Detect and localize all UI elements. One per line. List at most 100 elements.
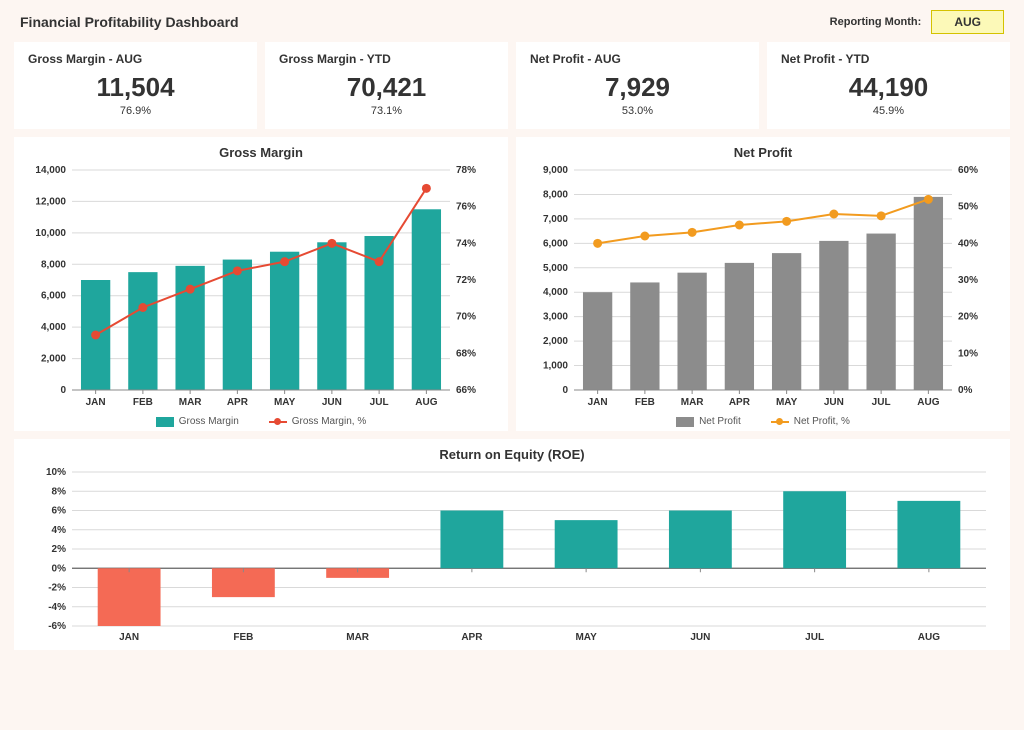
svg-text:MAY: MAY bbox=[776, 397, 798, 408]
legend-line: Net Profit, % bbox=[771, 416, 850, 427]
kpi-title: Gross Margin - AUG bbox=[28, 52, 243, 66]
svg-text:JAN: JAN bbox=[588, 397, 608, 408]
reporting-month-control: Reporting Month: AUG bbox=[830, 10, 1004, 34]
svg-text:10%: 10% bbox=[46, 467, 66, 478]
svg-text:72%: 72% bbox=[456, 275, 476, 286]
svg-text:JUN: JUN bbox=[824, 397, 844, 408]
gross-margin-legend: Gross Margin Gross Margin, % bbox=[24, 416, 498, 427]
charts-row: Gross Margin 0 2,000 4,000 6,000 8,000 10,000… bbox=[0, 137, 1024, 439]
kpi-row: Gross Margin - AUG 11,504 76.9% Gross Ma… bbox=[0, 42, 1024, 137]
svg-text:MAR: MAR bbox=[179, 397, 203, 408]
svg-text:0: 0 bbox=[60, 385, 66, 396]
svg-text:20%: 20% bbox=[958, 312, 978, 323]
svg-text:0%: 0% bbox=[958, 385, 973, 396]
svg-text:10,000: 10,000 bbox=[35, 228, 66, 239]
svg-text:6,000: 6,000 bbox=[543, 238, 568, 249]
svg-text:4,000: 4,000 bbox=[543, 287, 568, 298]
net-profit-svg: 01,0002,0003,0004,0005,0006,0007,0008,00… bbox=[526, 164, 996, 414]
svg-text:50%: 50% bbox=[958, 202, 978, 213]
kpi-pct: 73.1% bbox=[279, 105, 494, 117]
reporting-month-label: Reporting Month: bbox=[830, 16, 922, 28]
svg-text:68%: 68% bbox=[456, 348, 476, 359]
svg-text:AUG: AUG bbox=[415, 397, 437, 408]
legend-bar-label: Net Profit bbox=[699, 416, 741, 427]
chart-title: Return on Equity (ROE) bbox=[28, 447, 996, 462]
kpi-pct: 76.9% bbox=[28, 105, 243, 117]
kpi-title: Gross Margin - YTD bbox=[279, 52, 494, 66]
svg-text:3,000: 3,000 bbox=[543, 312, 568, 323]
legend-bar: Net Profit bbox=[676, 416, 741, 427]
svg-text:0: 0 bbox=[562, 385, 568, 396]
svg-text:2,000: 2,000 bbox=[41, 354, 66, 365]
svg-text:-6%: -6% bbox=[48, 621, 66, 632]
svg-text:1,000: 1,000 bbox=[543, 361, 568, 372]
svg-text:70%: 70% bbox=[456, 312, 476, 323]
legend-swatch-bar bbox=[156, 417, 174, 427]
legend-bar-label: Gross Margin bbox=[179, 416, 239, 427]
legend-swatch-line bbox=[771, 421, 789, 423]
svg-text:9,000: 9,000 bbox=[543, 165, 568, 176]
kpi-net-profit-month: Net Profit - AUG 7,929 53.0% bbox=[516, 42, 759, 129]
legend-bar: Gross Margin bbox=[156, 416, 239, 427]
svg-text:AUG: AUG bbox=[918, 632, 940, 643]
dashboard-header: Financial Profitability Dashboard Report… bbox=[0, 0, 1024, 42]
svg-text:10%: 10% bbox=[958, 348, 978, 359]
svg-text:66%: 66% bbox=[456, 385, 476, 396]
svg-text:MAR: MAR bbox=[681, 397, 705, 408]
svg-text:4%: 4% bbox=[52, 525, 67, 536]
net-profit-legend: Net Profit Net Profit, % bbox=[526, 416, 1000, 427]
svg-text:APR: APR bbox=[729, 397, 751, 408]
kpi-gross-margin-month: Gross Margin - AUG 11,504 76.9% bbox=[14, 42, 257, 129]
kpi-pct: 45.9% bbox=[781, 105, 996, 117]
kpi-value: 7,929 bbox=[530, 72, 745, 103]
roe-svg: -6%-4%-2%0%2%4%6%8%10%JANFEBMARAPRMAYJUN… bbox=[28, 466, 996, 646]
chart-title: Net Profit bbox=[526, 145, 1000, 160]
chart-title: Gross Margin bbox=[24, 145, 498, 160]
svg-text:6%: 6% bbox=[52, 506, 67, 517]
svg-text:AUG: AUG bbox=[917, 397, 939, 408]
svg-text:JUL: JUL bbox=[872, 397, 891, 408]
svg-text:6,000: 6,000 bbox=[41, 291, 66, 302]
svg-text:MAY: MAY bbox=[274, 397, 296, 408]
svg-text:FEB: FEB bbox=[635, 397, 655, 408]
svg-text:MAR: MAR bbox=[346, 632, 370, 643]
net-profit-chart: Net Profit 01,0002,0003,0004,0005,0006,0… bbox=[516, 137, 1010, 431]
legend-line: Gross Margin, % bbox=[269, 416, 366, 427]
svg-text:76%: 76% bbox=[456, 202, 476, 213]
svg-text:5,000: 5,000 bbox=[543, 263, 568, 274]
svg-text:MAY: MAY bbox=[575, 632, 597, 643]
svg-text:APR: APR bbox=[227, 397, 249, 408]
kpi-pct: 53.0% bbox=[530, 105, 745, 117]
legend-swatch-line bbox=[269, 421, 287, 423]
kpi-value: 70,421 bbox=[279, 72, 494, 103]
svg-text:JUL: JUL bbox=[805, 632, 824, 643]
kpi-title: Net Profit - YTD bbox=[781, 52, 996, 66]
svg-text:APR: APR bbox=[461, 632, 483, 643]
svg-text:12,000: 12,000 bbox=[35, 196, 66, 207]
svg-text:4,000: 4,000 bbox=[41, 322, 66, 333]
legend-line-label: Gross Margin, % bbox=[292, 416, 366, 427]
legend-line-label: Net Profit, % bbox=[794, 416, 850, 427]
svg-text:0%: 0% bbox=[52, 563, 67, 574]
svg-text:30%: 30% bbox=[958, 275, 978, 286]
kpi-net-profit-ytd: Net Profit - YTD 44,190 45.9% bbox=[767, 42, 1010, 129]
svg-text:FEB: FEB bbox=[233, 632, 253, 643]
kpi-value: 11,504 bbox=[28, 72, 243, 103]
svg-text:-4%: -4% bbox=[48, 602, 66, 613]
svg-text:78%: 78% bbox=[456, 165, 476, 176]
svg-text:74%: 74% bbox=[456, 238, 476, 249]
svg-text:-2%: -2% bbox=[48, 583, 66, 594]
svg-text:7,000: 7,000 bbox=[543, 214, 568, 225]
svg-text:60%: 60% bbox=[958, 165, 978, 176]
page-title: Financial Profitability Dashboard bbox=[20, 14, 239, 30]
svg-text:40%: 40% bbox=[958, 238, 978, 249]
svg-text:FEB: FEB bbox=[133, 397, 153, 408]
svg-text:8,000: 8,000 bbox=[543, 189, 568, 200]
roe-chart: Return on Equity (ROE) -6%-4%-2%0%2%4%6%… bbox=[14, 439, 1010, 650]
reporting-month-value[interactable]: AUG bbox=[931, 10, 1004, 34]
svg-text:JUL: JUL bbox=[370, 397, 389, 408]
kpi-title: Net Profit - AUG bbox=[530, 52, 745, 66]
svg-text:JAN: JAN bbox=[86, 397, 106, 408]
gross-margin-svg: 02,0004,0006,0008,00010,00012,00014,0006… bbox=[24, 164, 494, 414]
gross-margin-chart: Gross Margin 02,0004,0006,0008,00010,000… bbox=[14, 137, 508, 431]
